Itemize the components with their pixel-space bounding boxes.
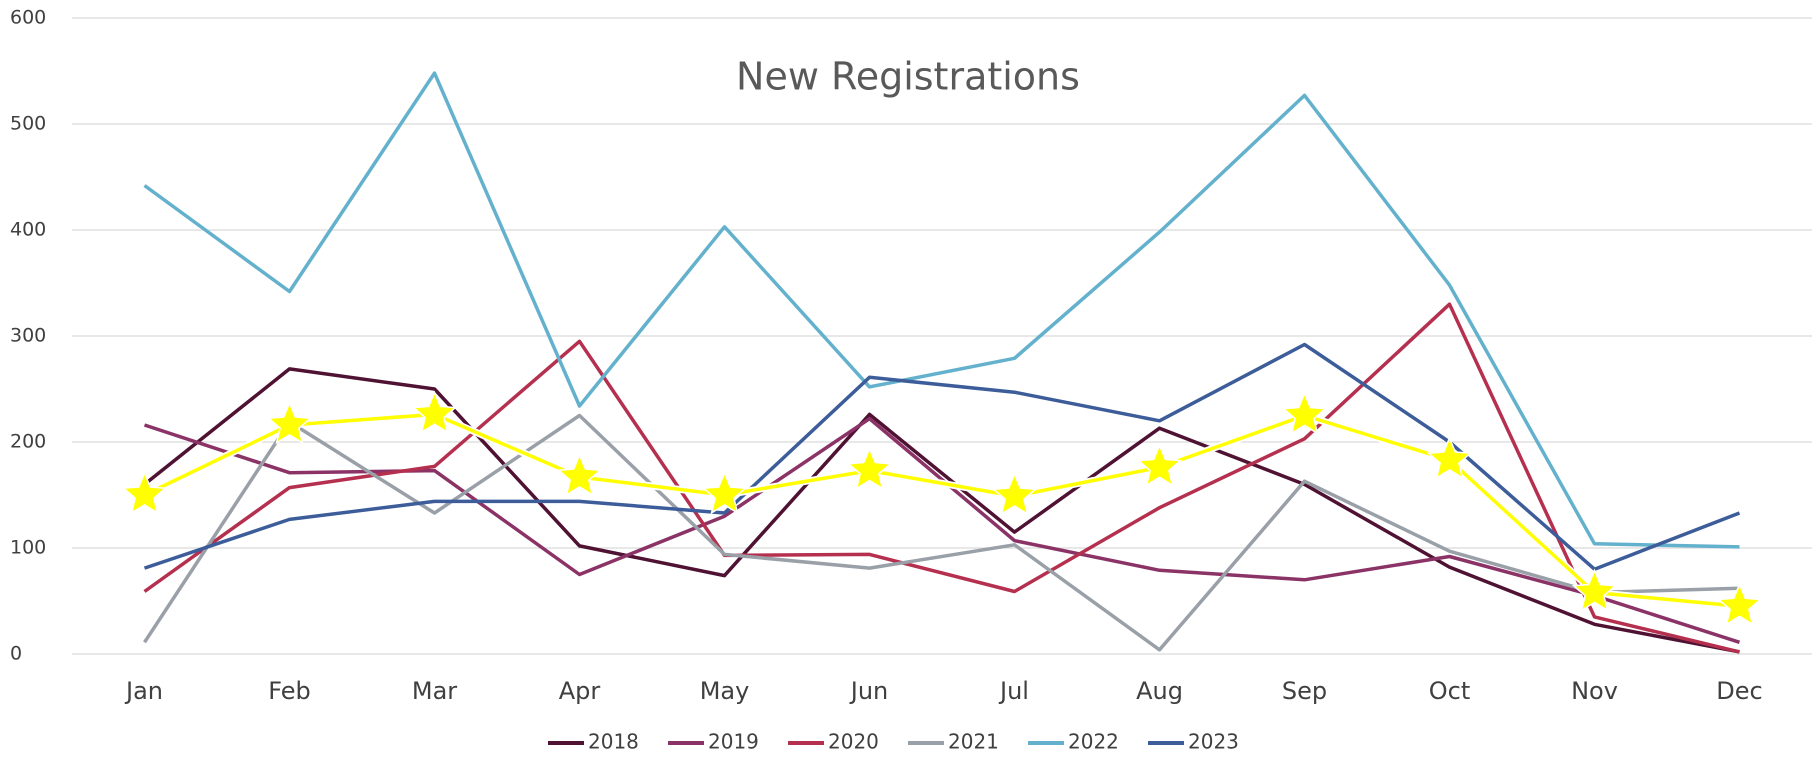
star-marker <box>121 471 168 515</box>
legend-label: 2022 <box>1068 730 1119 754</box>
star-marker <box>266 401 313 445</box>
x-tick-label: Feb <box>268 677 311 705</box>
star-marker <box>1136 443 1183 487</box>
series-line <box>143 413 1740 652</box>
series-line-outline <box>142 410 1740 610</box>
series-line <box>143 71 1740 549</box>
series-line <box>143 416 1741 644</box>
star-marker <box>556 453 603 497</box>
x-tick-label: Mar <box>412 677 457 705</box>
x-tick-label: Jul <box>998 677 1029 705</box>
legend-label: 2020 <box>828 730 879 754</box>
x-tick-label: Jan <box>124 677 163 705</box>
y-tick-label: 0 <box>10 643 22 665</box>
x-tick-label: Jun <box>849 677 889 705</box>
legend-label: 2023 <box>1188 730 1239 754</box>
star-marker <box>411 390 458 434</box>
y-tick-label: 500 <box>10 113 46 135</box>
series-line <box>143 367 1740 654</box>
x-tick-label: May <box>700 677 750 705</box>
star-marker <box>846 446 893 490</box>
y-tick-label: 300 <box>10 325 46 347</box>
star-marker <box>1426 436 1473 480</box>
star-marker <box>991 472 1038 516</box>
x-tick-label: Dec <box>1716 677 1762 705</box>
series-line <box>143 302 1740 654</box>
series-line <box>143 342 1741 571</box>
legend-label: 2021 <box>948 730 999 754</box>
y-tick-label: 400 <box>10 219 46 241</box>
legend-label: 2018 <box>588 730 639 754</box>
x-tick-label: Aug <box>1136 677 1183 705</box>
y-tick-label: 100 <box>10 537 46 559</box>
x-tick-label: Nov <box>1571 677 1618 705</box>
series-line <box>143 412 1740 609</box>
chart-title: New Registrations <box>736 55 1080 99</box>
star-marker <box>1281 391 1328 435</box>
x-tick-label: Sep <box>1282 677 1327 705</box>
x-tick-label: Oct <box>1429 677 1471 705</box>
y-tick-label: 200 <box>10 431 46 453</box>
legend-label: 2019 <box>708 730 759 754</box>
star-marker <box>1571 568 1618 612</box>
star-marker <box>1716 582 1763 626</box>
star-marker <box>701 471 748 515</box>
y-tick-label: 600 <box>10 7 46 29</box>
x-tick-label: Apr <box>559 677 601 705</box>
